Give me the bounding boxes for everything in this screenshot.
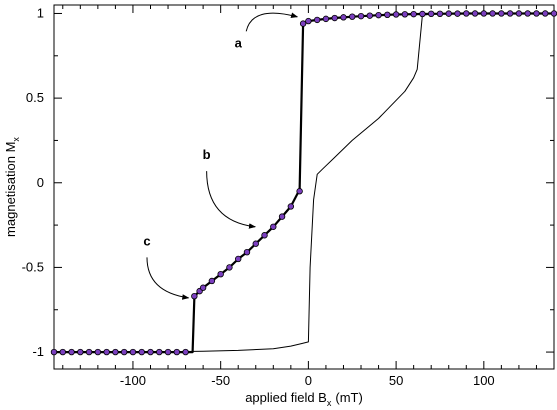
data-point (305, 17, 312, 25)
data-point (524, 10, 531, 17)
annotation-arrow (146, 257, 190, 300)
data-point (375, 11, 382, 19)
data-point (533, 10, 540, 17)
data-point (480, 10, 488, 17)
series-line-thin (53, 13, 554, 353)
data-point (252, 240, 259, 247)
data-point (436, 10, 444, 18)
annotation-arrow (245, 12, 299, 32)
x-tick-label: 50 (389, 373, 403, 388)
annotation-label: c (143, 233, 150, 248)
data-point (94, 348, 102, 356)
data-point (331, 14, 338, 22)
x-tick-label: 0 (305, 373, 312, 388)
y-axis-label: magnetisation Mx (3, 137, 21, 237)
data-point (515, 10, 523, 17)
y-tick-label: 0 (37, 175, 44, 190)
data-point (322, 15, 330, 23)
data-point (550, 10, 557, 17)
plot-frame (53, 4, 555, 370)
y-tick-label: 1 (37, 5, 44, 20)
data-point (427, 10, 435, 18)
data-point (498, 10, 505, 17)
data-point (366, 12, 373, 19)
data-point (85, 348, 93, 356)
data-point (270, 223, 277, 230)
data-point (50, 348, 58, 356)
y-tick-label: -1 (32, 344, 44, 359)
annotation-label: a (235, 35, 243, 50)
data-point (278, 213, 286, 220)
data-point (489, 10, 496, 17)
x-tick-label: 100 (473, 373, 495, 388)
data-point (445, 10, 452, 17)
data-point (138, 348, 145, 356)
data-point (208, 277, 216, 285)
data-point (182, 348, 189, 356)
data-point (164, 348, 172, 356)
annotation-layer: a b c (143, 12, 299, 300)
data-point (191, 293, 198, 300)
data-point (156, 348, 163, 356)
data-point (419, 10, 426, 18)
data-point (299, 20, 307, 27)
data-point (147, 348, 154, 356)
y-tick-label: -0.5 (22, 259, 44, 274)
data-point (226, 264, 233, 271)
annotation-arrow (206, 171, 256, 229)
data-point (401, 11, 409, 18)
data-point (261, 232, 268, 239)
data-point (357, 12, 365, 20)
data-point (173, 348, 181, 356)
data-point (287, 203, 295, 210)
data-point (471, 10, 479, 17)
data-point (59, 348, 66, 356)
data-point (129, 348, 137, 356)
data-point (296, 188, 303, 195)
data-point (506, 10, 514, 17)
data-point (199, 284, 207, 291)
data-point (340, 14, 347, 21)
x-tick-label: -100 (120, 373, 146, 388)
data-point (77, 348, 84, 356)
data-point (542, 10, 549, 17)
data-point (410, 10, 417, 18)
data-point (349, 13, 356, 20)
series-layer (50, 10, 557, 356)
data-point (392, 11, 400, 18)
axis-ticks: -100 -50 0 50 100 -1 -0.5 0 0.5 1 (22, 5, 555, 388)
data-point (454, 10, 461, 17)
x-tick-label: -50 (211, 373, 230, 388)
data-point (217, 270, 224, 278)
data-point (68, 348, 75, 356)
data-point (112, 348, 119, 356)
series-line-thick (54, 12, 554, 354)
x-axis-label: applied field Bx (mT) (245, 390, 363, 408)
data-point (103, 348, 110, 356)
data-point (384, 11, 391, 19)
data-point (243, 248, 251, 256)
y-tick-label: 0.5 (26, 90, 44, 105)
data-point (235, 255, 242, 263)
data-point (463, 10, 470, 17)
annotation-label: b (203, 147, 211, 162)
data-point (313, 16, 321, 24)
data-point (120, 348, 128, 356)
plot-area (53, 4, 555, 370)
